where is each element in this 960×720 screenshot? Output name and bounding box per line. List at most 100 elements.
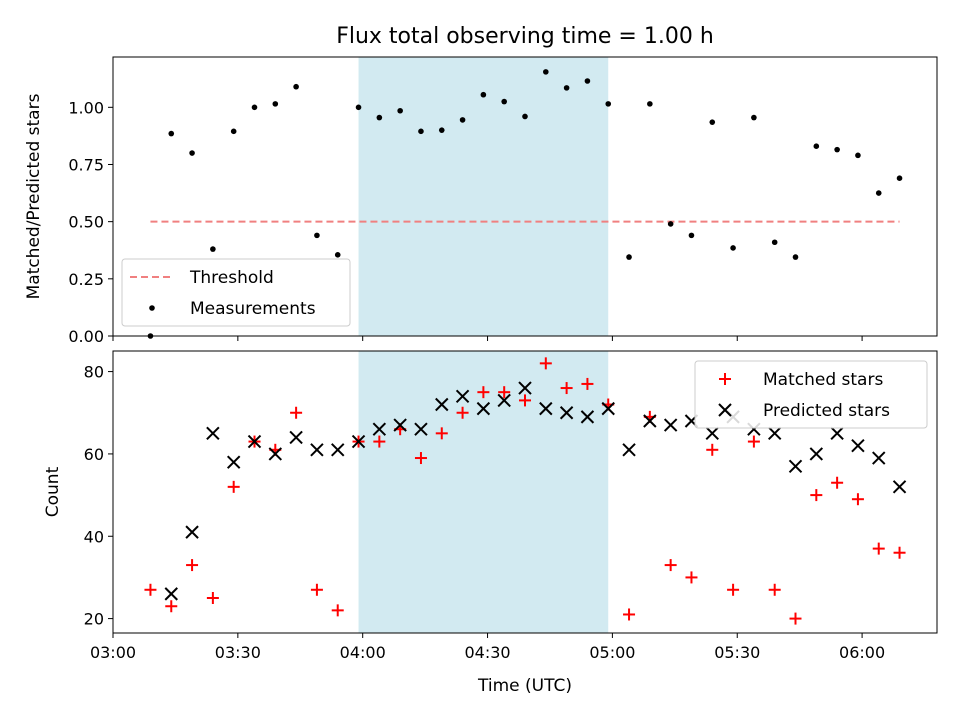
matched-star-point <box>789 612 802 625</box>
measurement-point <box>896 175 903 182</box>
matched-star-point <box>851 493 864 506</box>
predicted-star-point <box>247 434 262 449</box>
observing-window-span <box>358 57 609 336</box>
matched-star-point <box>581 377 594 390</box>
predicted-star-point <box>559 406 574 420</box>
count-legend: Matched stars Predicted stars <box>694 360 928 429</box>
matched-star-point <box>477 386 490 399</box>
predicted-star-point <box>372 422 387 436</box>
matched-star-point <box>664 559 677 572</box>
predicted-star-point <box>497 393 511 408</box>
x-tick-label: 03:30 <box>215 643 261 662</box>
predicted-star-point <box>809 447 824 461</box>
y-tick-label: 0.75 <box>68 155 104 174</box>
predicted-star-point <box>351 434 366 449</box>
measurement-point <box>355 104 362 111</box>
ratio-panel: 0.00 0.25 0.50 0.75 1.00 Threshold Measuremen… <box>68 56 938 346</box>
predicted-star-point <box>851 438 865 453</box>
predicted-star-point <box>164 587 178 601</box>
y-tick-label: 40 <box>84 527 104 546</box>
measurement-point <box>272 101 279 107</box>
measurement-point <box>605 101 612 107</box>
matched-star-point <box>706 443 719 456</box>
matched-star-point <box>872 542 885 555</box>
measurement-point <box>334 252 341 258</box>
matched-star-point <box>893 546 906 559</box>
x-tick-label: 05:30 <box>714 643 760 662</box>
predicted-star-point <box>185 525 199 539</box>
predicted-star-point <box>601 401 615 416</box>
predicted-star-point <box>331 443 345 457</box>
matched-star-point <box>373 435 386 448</box>
matched-star-point <box>414 452 427 465</box>
matched-star-point <box>539 357 552 370</box>
measurement-point <box>875 190 882 196</box>
measurement-point <box>855 152 861 159</box>
legend-predicted-label: Predicted stars <box>763 401 890 421</box>
matched-star-point <box>623 608 636 621</box>
predicted-star-point <box>539 401 553 416</box>
predicted-star-point <box>705 426 719 441</box>
predicted-star-point <box>830 426 844 441</box>
x-tick-label: 05:00 <box>589 643 635 662</box>
predicted-star-point <box>663 418 678 432</box>
measurement-point <box>397 107 403 114</box>
y-tick-label: 60 <box>84 445 104 464</box>
y-tick-label: 80 <box>84 363 104 382</box>
measurement-point <box>813 143 820 149</box>
matched-star-point <box>186 559 199 572</box>
measurement-point <box>667 221 674 227</box>
measurement-point <box>418 128 424 135</box>
legend-threshold-label: Threshold <box>189 268 274 288</box>
predicted-star-point <box>788 459 803 473</box>
measurement-point <box>438 127 445 133</box>
legend-measurement-swatch <box>149 305 155 311</box>
matched-star-point <box>227 480 240 493</box>
predicted-star-point <box>226 455 241 469</box>
matched-star-point <box>144 583 157 596</box>
matched-star-point <box>331 604 344 617</box>
predicted-star-point <box>435 397 449 412</box>
legend-box <box>694 360 928 429</box>
legend-box <box>121 258 351 327</box>
matched-star-point <box>519 394 531 407</box>
measurement-point <box>376 114 383 121</box>
ratio-y-axis-label: Matched/Predicted stars <box>24 93 44 299</box>
count-y-axis-label: Count <box>43 466 63 517</box>
y-tick-label: 0.50 <box>68 213 104 232</box>
matched-star-point <box>810 489 823 502</box>
x-tick-label: 04:30 <box>464 643 510 662</box>
measurement-point <box>501 98 507 105</box>
matched-star-point <box>165 600 178 613</box>
measurement-point <box>189 150 195 156</box>
time-x-axis-label: Time (UTC) <box>477 676 572 696</box>
predicted-star-point <box>310 443 324 457</box>
matched-star-point <box>310 583 323 596</box>
legend-predicted-swatch <box>718 403 732 417</box>
matched-star-point <box>456 406 469 419</box>
measurement-point <box>251 104 258 111</box>
measurement-point <box>771 239 778 246</box>
x-tick-label: 03:00 <box>90 643 136 662</box>
y-tick-label: 1.00 <box>68 98 104 117</box>
matched-star-point <box>290 406 303 419</box>
predicted-star-point <box>455 389 470 403</box>
predicted-star-point <box>767 426 782 441</box>
matched-star-point <box>498 386 511 399</box>
measurement-point <box>210 246 216 252</box>
predicted-star-point <box>206 426 220 441</box>
measurement-point <box>834 146 840 153</box>
legend-matched-label: Matched stars <box>763 370 883 390</box>
matched-star-point <box>831 476 844 489</box>
legend-matched-swatch <box>719 373 731 385</box>
ratio-panel-frame <box>112 56 938 337</box>
matched-star-point <box>747 435 760 448</box>
predicted-star-point <box>892 480 907 494</box>
measurement-point <box>730 245 736 251</box>
matched-star-point <box>435 427 448 440</box>
measurement-point <box>584 78 591 84</box>
measurement-point <box>626 254 632 260</box>
measurement-point <box>168 130 175 137</box>
y-tick-label: 0.25 <box>68 270 104 289</box>
